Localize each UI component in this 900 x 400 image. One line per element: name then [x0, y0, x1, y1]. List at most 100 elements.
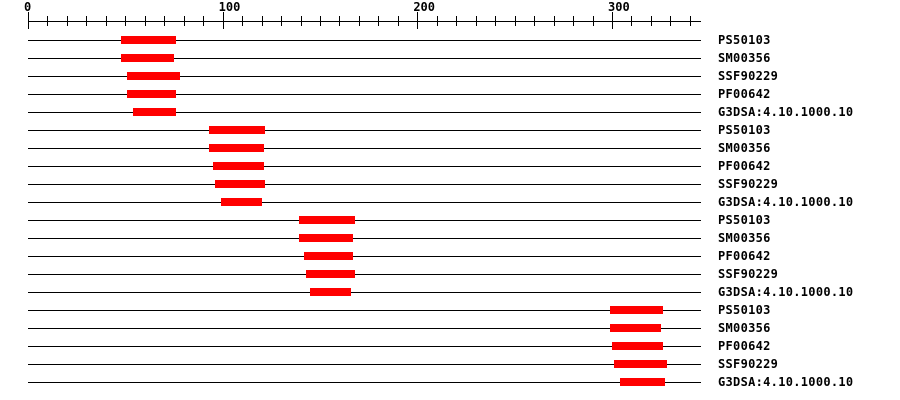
sequence-line — [28, 363, 701, 365]
ruler-minor-tick — [475, 16, 477, 26]
ruler-tick-label: 300 — [608, 0, 630, 14]
domain-match-bar[interactable] — [214, 180, 266, 188]
sequence-line — [28, 165, 701, 167]
ruler-tick-label: 100 — [218, 0, 241, 14]
ruler-minor-tick — [397, 16, 399, 26]
ruler-minor-tick — [573, 16, 575, 26]
ruler-minor-tick — [281, 16, 283, 26]
signature-accession-label[interactable]: G3DSA:4.10.1000.10 — [718, 284, 854, 299]
domain-match-bar[interactable] — [619, 378, 665, 386]
ruler-minor-tick — [358, 16, 360, 26]
ruler-minor-tick — [320, 16, 321, 26]
signature-accession-label[interactable]: PF00642 — [718, 86, 771, 101]
ruler-minor-tick — [300, 16, 302, 26]
domain-match-bar[interactable] — [610, 324, 661, 332]
signature-accession-label[interactable]: G3DSA:4.10.1000.10 — [718, 194, 854, 209]
signature-accession-label[interactable]: PS50103 — [718, 32, 771, 47]
domain-match-bar[interactable] — [121, 36, 176, 44]
ruler-minor-tick — [125, 16, 127, 26]
ruler-major-tick — [28, 12, 29, 29]
ruler-minor-tick — [456, 16, 458, 26]
ruler-minor-tick — [631, 16, 633, 26]
sequence-line — [28, 57, 701, 59]
domain-match-bar[interactable] — [220, 198, 262, 206]
domain-match-bar[interactable] — [209, 144, 264, 152]
signature-accession-label[interactable]: G3DSA:4.10.1000.10 — [718, 104, 854, 119]
sequence-line — [28, 93, 701, 95]
sequence-line — [28, 201, 701, 203]
signature-accession-label[interactable]: PF00642 — [718, 338, 771, 353]
domain-match-bar[interactable] — [298, 216, 356, 224]
ruler-minor-tick — [339, 16, 341, 26]
domain-match-bar[interactable] — [298, 234, 354, 242]
ruler-minor-tick — [495, 16, 497, 26]
ruler-minor-tick — [164, 16, 166, 26]
domain-match-bar[interactable] — [613, 360, 667, 368]
signature-accession-label[interactable]: SM00356 — [718, 50, 771, 65]
signature-accession-label[interactable]: SSF90229 — [718, 176, 779, 191]
signature-accession-label[interactable]: PF00642 — [718, 248, 771, 263]
domain-match-bar[interactable] — [212, 162, 264, 170]
ruler-tick-label: 0 — [24, 0, 32, 14]
sequence-ruler-line — [28, 21, 701, 22]
domain-match-bar[interactable] — [610, 306, 663, 314]
signature-accession-label[interactable]: SSF90229 — [718, 356, 779, 371]
sequence-line — [28, 345, 701, 347]
ruler-major-tick — [612, 12, 613, 29]
domain-match-bar[interactable] — [121, 54, 174, 62]
ruler-minor-tick — [144, 16, 146, 26]
sequence-line — [28, 255, 701, 257]
domain-match-bar[interactable] — [310, 288, 352, 296]
ruler-minor-tick — [592, 16, 594, 26]
signature-accession-label[interactable]: PF00642 — [718, 158, 771, 173]
ruler-minor-tick — [553, 16, 555, 26]
sequence-line — [28, 183, 701, 185]
signature-accession-label[interactable]: PS50103 — [718, 302, 771, 317]
ruler-minor-tick — [514, 16, 516, 26]
domain-match-bar[interactable] — [306, 270, 356, 278]
ruler-minor-tick — [86, 16, 88, 26]
ruler-minor-tick — [47, 16, 49, 26]
ruler-minor-tick — [203, 16, 205, 26]
ruler-major-tick — [222, 12, 224, 29]
domain-match-bar[interactable] — [209, 126, 266, 134]
ruler-minor-tick — [689, 16, 691, 26]
signature-accession-label[interactable]: PS50103 — [718, 212, 771, 227]
ruler-minor-tick — [242, 16, 244, 26]
domain-match-bar[interactable] — [127, 72, 180, 80]
sequence-line — [28, 237, 701, 239]
sequence-line — [28, 39, 701, 41]
signature-accession-label[interactable]: SM00356 — [718, 230, 771, 245]
ruler-minor-tick — [66, 16, 68, 26]
ruler-minor-tick — [105, 16, 107, 26]
domain-match-bar[interactable] — [304, 252, 354, 260]
ruler-minor-tick — [534, 16, 536, 26]
sequence-line — [28, 381, 701, 383]
ruler-minor-tick — [670, 16, 672, 26]
signature-accession-label[interactable]: PS50103 — [718, 122, 771, 137]
signature-accession-label[interactable]: SSF90229 — [718, 68, 779, 83]
ruler-minor-tick — [183, 16, 185, 26]
ruler-major-tick — [417, 12, 419, 29]
signature-accession-label[interactable]: G3DSA:4.10.1000.10 — [718, 374, 854, 389]
domain-match-bar[interactable] — [133, 108, 176, 116]
ruler-minor-tick — [436, 16, 438, 26]
ruler-minor-tick — [261, 16, 263, 26]
sequence-line — [28, 111, 701, 113]
sequence-line — [28, 219, 701, 221]
signature-accession-label[interactable]: SM00356 — [718, 140, 771, 155]
domain-match-bar[interactable] — [612, 342, 663, 350]
sequence-line — [28, 129, 701, 131]
ruler-minor-tick — [650, 16, 652, 26]
ruler-tick-label: 200 — [413, 0, 436, 14]
domain-match-bar[interactable] — [127, 90, 176, 98]
sequence-line — [28, 273, 701, 275]
ruler-minor-tick — [378, 16, 380, 26]
sequence-line — [28, 147, 701, 149]
sequence-line — [28, 291, 701, 293]
sequence-line — [28, 309, 701, 311]
signature-accession-label[interactable]: SM00356 — [718, 320, 771, 335]
signature-accession-label[interactable]: SSF90229 — [718, 266, 779, 281]
sequence-line — [28, 327, 701, 329]
